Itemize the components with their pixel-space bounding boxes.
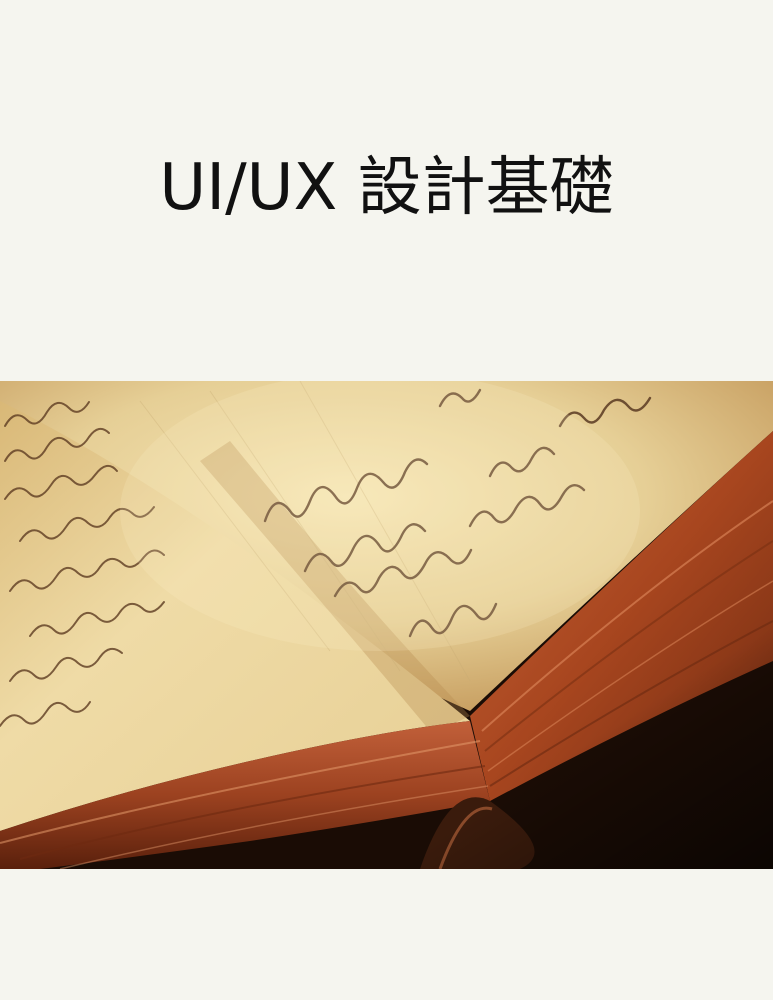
cover-photo <box>0 381 773 869</box>
cover-title: UI/UX 設計基礎 <box>159 151 614 225</box>
